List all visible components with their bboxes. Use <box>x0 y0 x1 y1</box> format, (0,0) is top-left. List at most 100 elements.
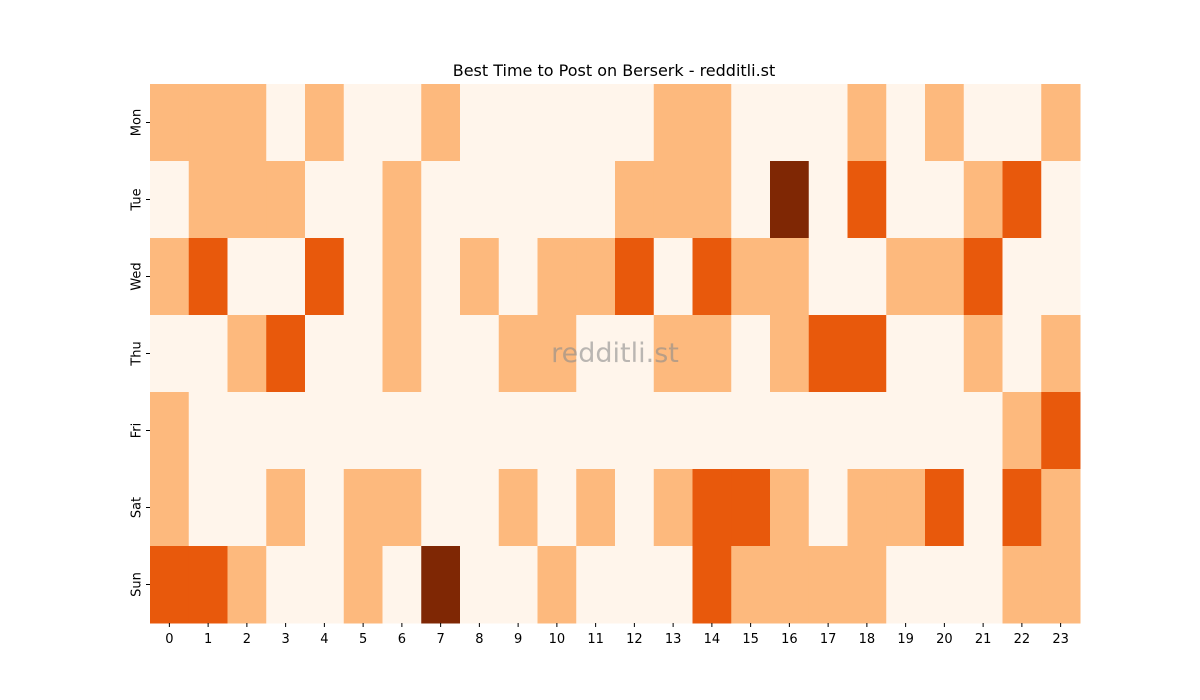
heatmap-cell <box>886 84 926 162</box>
heatmap-cell <box>305 161 345 239</box>
heatmap-cell <box>847 546 887 624</box>
heatmap-cell <box>382 392 422 470</box>
y-tick-label: Wed <box>130 262 145 290</box>
heatmap-cell <box>963 315 1003 393</box>
heatmap-cell <box>498 238 538 316</box>
x-tick-label: 21 <box>975 632 992 647</box>
heatmap-cell <box>576 546 616 624</box>
heatmap-cell <box>227 161 267 239</box>
heatmap-cell <box>305 315 345 393</box>
x-tick-label: 14 <box>704 632 721 647</box>
heatmap-cell <box>227 546 267 624</box>
heatmap-cell <box>498 546 538 624</box>
heatmap-cell <box>498 392 538 470</box>
heatmap-cell <box>1041 161 1081 239</box>
heatmap-cell <box>266 238 306 316</box>
heatmap-cell <box>266 84 306 162</box>
heatmap-cell <box>460 546 500 624</box>
y-tick-label: Mon <box>130 109 145 136</box>
heatmap-cell <box>886 315 926 393</box>
y-tick-label: Sun <box>130 572 145 597</box>
heatmap-cell <box>731 546 771 624</box>
heatmap-cell <box>537 392 577 470</box>
x-tick-label: 16 <box>781 632 798 647</box>
heatmap-cell <box>421 161 461 239</box>
chart-title: Best Time to Post on Berserk - redditli.… <box>453 61 776 80</box>
heatmap-cell <box>770 315 810 393</box>
heatmap-cell <box>963 161 1003 239</box>
y-tick-label: Thu <box>130 341 145 366</box>
heatmap-cell <box>460 469 500 547</box>
heatmap-cell <box>925 315 965 393</box>
heatmap-cell <box>576 84 616 162</box>
heatmap-cell <box>382 84 422 162</box>
heatmap-cell <box>188 315 228 393</box>
heatmap-cell <box>537 546 577 624</box>
heatmap-cell <box>305 84 345 162</box>
heatmap-cell <box>421 238 461 316</box>
heatmap-cell <box>692 238 732 316</box>
x-tick-label: 1 <box>204 632 212 647</box>
heatmap-cell <box>343 315 383 393</box>
x-tick-label: 11 <box>587 632 604 647</box>
heatmap-cell <box>576 392 616 470</box>
x-axis-ticks: 0 1 2 3 4 5 6 7 8 9 10 11 12 13 14 15 16 17 18 19 20 21 22 23 <box>165 623 1069 647</box>
heatmap-cell <box>808 392 848 470</box>
heatmap-cell <box>692 315 732 393</box>
heatmap-cell <box>421 315 461 393</box>
heatmap-cell <box>188 546 228 624</box>
heatmap-cell <box>382 546 422 624</box>
heatmap-cell <box>498 161 538 239</box>
heatmap-cell <box>576 161 616 239</box>
heatmap-cell <box>847 84 887 162</box>
heatmap-cell <box>1041 84 1081 162</box>
heatmap-cell <box>1002 238 1042 316</box>
heatmap-cell <box>808 84 848 162</box>
heatmap-cell <box>963 546 1003 624</box>
heatmap-cell <box>498 469 538 547</box>
heatmap-cell <box>808 161 848 239</box>
x-tick-label: 4 <box>320 632 328 647</box>
heatmap-cell <box>305 392 345 470</box>
heatmap-cell <box>925 238 965 316</box>
x-tick-label: 7 <box>436 632 444 647</box>
y-tick-label: Tue <box>130 188 145 211</box>
heatmap-cell <box>382 469 422 547</box>
heatmap-cell <box>770 546 810 624</box>
heatmap-cell <box>576 469 616 547</box>
heatmap-cell <box>305 238 345 316</box>
heatmap-cell <box>537 315 577 393</box>
x-tick-label: 5 <box>359 632 367 647</box>
x-tick-label: 8 <box>475 632 483 647</box>
heatmap-cell <box>343 161 383 239</box>
heatmap-cell <box>188 392 228 470</box>
heatmap-cell <box>343 469 383 547</box>
heatmap-cell <box>1041 392 1081 470</box>
heatmap-cell <box>498 84 538 162</box>
heatmap-cell <box>460 84 500 162</box>
heatmap-cell <box>731 315 771 393</box>
x-tick-label: 2 <box>243 632 251 647</box>
heatmap-cell <box>266 315 306 393</box>
x-tick-label: 13 <box>665 632 682 647</box>
heatmap-cell <box>421 469 461 547</box>
x-tick-label: 17 <box>820 632 837 647</box>
x-tick-label: 0 <box>165 632 173 647</box>
x-tick-label: 23 <box>1052 632 1069 647</box>
x-tick-label: 9 <box>514 632 522 647</box>
heatmap-cell <box>615 84 655 162</box>
heatmap-cell <box>421 392 461 470</box>
heatmap-cell <box>188 238 228 316</box>
heatmap-cell <box>731 84 771 162</box>
heatmap-cell <box>770 238 810 316</box>
watermark-text: redditli.st <box>551 338 679 369</box>
heatmap-cell <box>460 315 500 393</box>
x-tick-label: 20 <box>936 632 953 647</box>
x-tick-label: 19 <box>897 632 914 647</box>
heatmap-cell <box>808 546 848 624</box>
heatmap-cell <box>1041 469 1081 547</box>
heatmap-cell <box>150 238 190 316</box>
heatmap-cell <box>343 238 383 316</box>
heatmap-cell <box>615 238 655 316</box>
heatmap-cell <box>731 392 771 470</box>
